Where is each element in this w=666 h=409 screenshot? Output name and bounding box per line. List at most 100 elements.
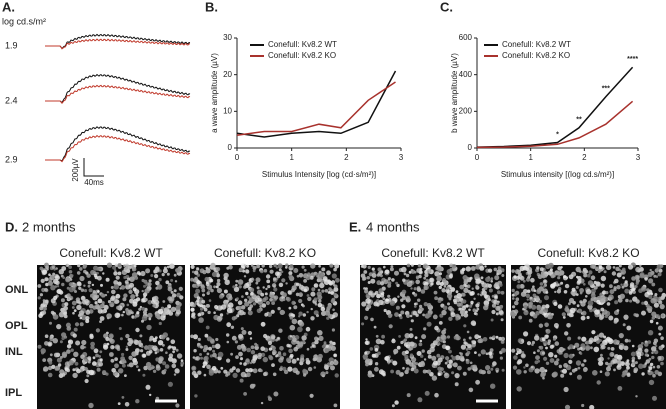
nucleus — [176, 353, 183, 359]
nucleus — [211, 271, 218, 277]
nucleus — [316, 314, 319, 318]
nucleus — [52, 314, 59, 320]
nucleus — [474, 334, 480, 340]
nucleus — [150, 274, 154, 277]
nucleus — [114, 263, 119, 267]
nucleus — [88, 288, 93, 293]
nucleus — [421, 349, 425, 353]
nucleus — [597, 270, 601, 273]
nucleus — [200, 307, 204, 311]
nucleus — [118, 368, 124, 374]
nucleus — [330, 365, 335, 371]
nucleus — [78, 286, 82, 290]
nucleus — [84, 378, 89, 384]
nucleus — [273, 295, 279, 300]
nucleus — [363, 357, 366, 360]
nucleus — [468, 387, 474, 393]
nucleus — [491, 303, 497, 308]
series-line — [236, 81, 396, 136]
nucleus — [172, 350, 176, 354]
nucleus — [533, 351, 536, 355]
nucleus — [68, 265, 72, 269]
nucleus — [648, 294, 653, 300]
nucleus — [495, 284, 499, 288]
nucleus — [417, 397, 423, 403]
nucleus — [147, 282, 152, 287]
nucleus — [281, 278, 286, 283]
nucleus — [657, 272, 662, 277]
nucleus — [415, 313, 419, 317]
nucleus — [201, 288, 206, 293]
nucleus — [451, 371, 455, 375]
nucleus — [616, 285, 621, 290]
nucleus — [612, 358, 618, 364]
nucleus — [68, 286, 75, 293]
nucleus — [260, 269, 264, 274]
nucleus — [154, 336, 158, 339]
micrograph — [510, 262, 666, 409]
nucleus — [113, 280, 119, 285]
nucleus — [603, 335, 607, 339]
nucleus — [252, 368, 258, 374]
nucleus — [72, 333, 77, 338]
nucleus — [421, 334, 427, 340]
nucleus — [661, 314, 664, 318]
nucleus — [257, 354, 262, 360]
nucleus — [399, 316, 403, 320]
nucleus — [331, 314, 336, 319]
nucleus — [513, 275, 517, 279]
nucleus — [441, 288, 446, 293]
nucleus — [43, 366, 49, 372]
nucleus — [333, 267, 337, 272]
nucleus — [647, 330, 654, 336]
nucleus — [475, 278, 481, 284]
nucleus — [216, 316, 222, 322]
nucleus — [556, 358, 560, 362]
nucleus — [459, 352, 463, 356]
nucleus — [455, 290, 459, 294]
nucleus — [81, 339, 87, 346]
nucleus — [66, 368, 70, 373]
nucleus — [61, 266, 67, 271]
nucleus — [620, 283, 623, 286]
nucleus — [415, 276, 420, 280]
nucleus — [398, 335, 401, 338]
nucleus — [419, 267, 423, 271]
nucleus — [480, 276, 484, 280]
nucleus — [160, 334, 166, 340]
nucleus — [271, 335, 276, 340]
nucleus — [200, 284, 206, 290]
nucleus — [368, 291, 373, 296]
nucleus — [63, 335, 68, 339]
nucleus — [129, 298, 134, 304]
nucleus — [581, 363, 585, 367]
nucleus — [521, 353, 525, 358]
nucleus — [293, 268, 299, 273]
nucleus — [66, 264, 70, 267]
nucleus — [117, 281, 122, 286]
nucleus — [239, 362, 243, 365]
nucleus — [385, 298, 389, 302]
y-tick-label: 20 — [223, 70, 232, 79]
nucleus — [190, 264, 195, 269]
nucleus — [71, 274, 74, 277]
nucleus — [92, 305, 97, 310]
nucleus — [535, 355, 540, 360]
nucleus — [300, 354, 305, 359]
nucleus — [370, 317, 374, 322]
nucleus — [168, 345, 172, 349]
nucleus — [445, 288, 450, 294]
nucleus — [420, 354, 424, 358]
nucleus — [405, 350, 409, 355]
nucleus — [577, 347, 581, 351]
nucleus — [219, 313, 224, 317]
nucleus — [396, 345, 401, 350]
nucleus — [460, 298, 463, 301]
nucleus — [37, 284, 42, 288]
nucleus — [598, 360, 604, 366]
nucleus — [63, 314, 68, 319]
nucleus — [541, 351, 545, 355]
nucleus — [425, 278, 429, 283]
nucleus — [142, 353, 147, 358]
nucleus — [98, 355, 101, 358]
